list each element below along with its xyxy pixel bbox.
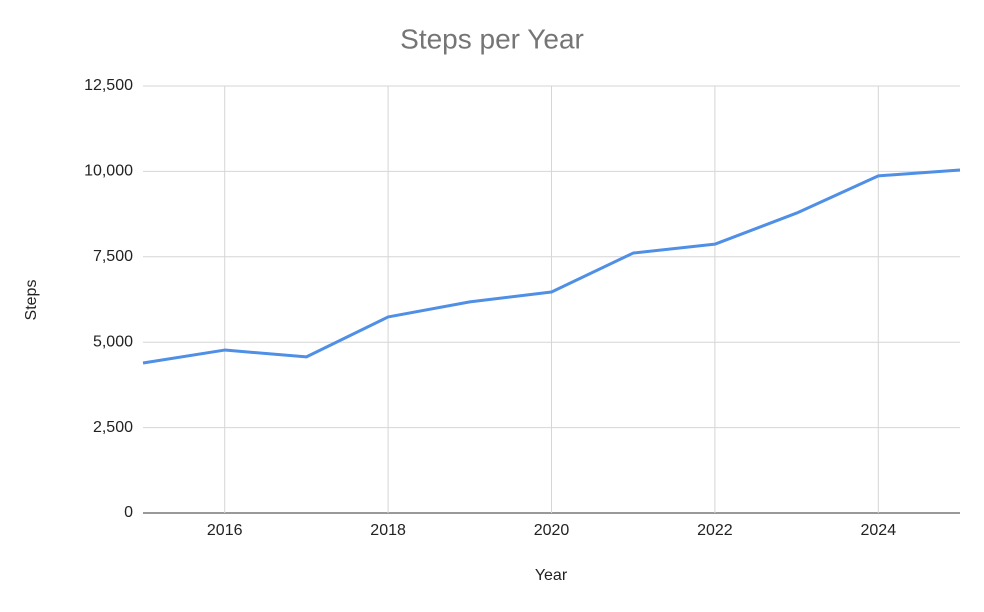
y-tick-label: 2,500 <box>93 419 133 436</box>
y-tick-label: 10,000 <box>84 163 133 180</box>
x-axis-label: Year <box>535 567 568 584</box>
x-tick-label: 2016 <box>207 522 243 539</box>
x-tick-label: 2020 <box>534 522 570 539</box>
data-line <box>142 168 961 365</box>
y-tick-label: 5,000 <box>93 333 133 350</box>
x-tick-label: 2022 <box>697 522 733 539</box>
x-tick-label: 2024 <box>861 522 897 539</box>
y-tick-label: 12,500 <box>84 77 133 94</box>
chart-title: Steps per Year <box>400 23 584 54</box>
x-tick-label: 2018 <box>370 522 406 539</box>
y-tick-label: 0 <box>124 504 133 521</box>
y-tick-label: 7,500 <box>93 248 133 265</box>
y-axis-label: Steps <box>23 280 40 321</box>
